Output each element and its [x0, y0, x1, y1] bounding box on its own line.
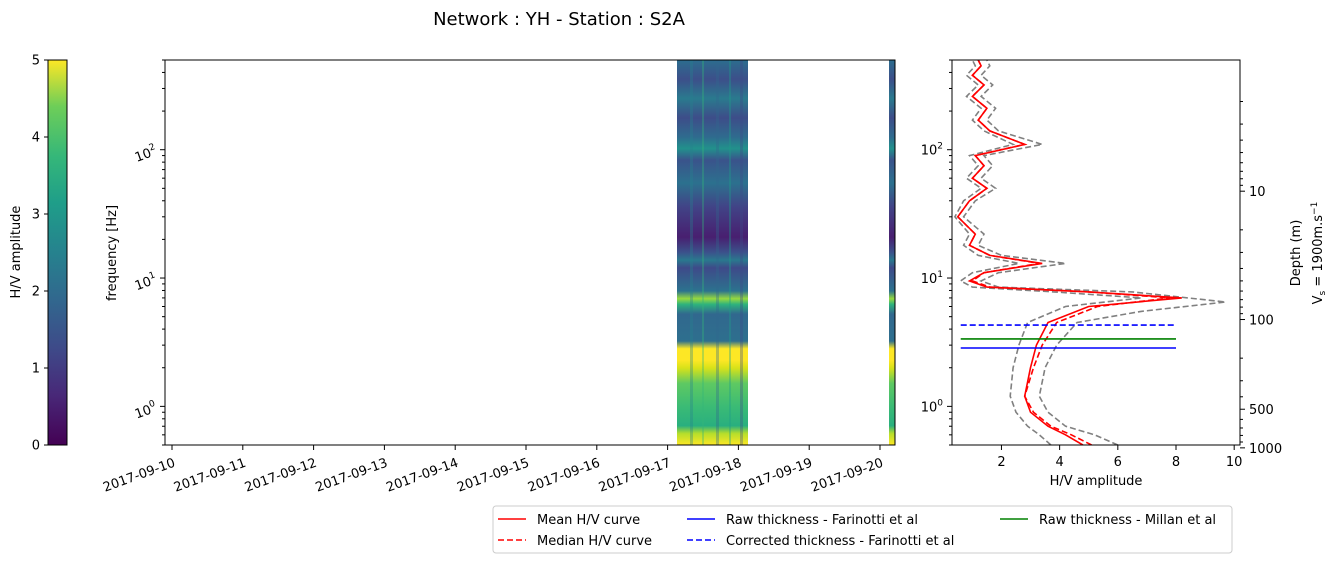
- spectrogram-y-ticks: 100 101 102: [132, 59, 165, 446]
- legend-label: Raw thickness - Farinotti et al: [726, 513, 918, 528]
- legend-label: Mean H/V curve: [537, 513, 640, 528]
- hv-panel: 2 4 6 8 10 100 101 102 10 100 500 1000 H/V amplit…: [921, 59, 1328, 489]
- x-tick-label: 2017-09-18: [668, 456, 744, 496]
- colorbar-tick-label: 2: [32, 285, 40, 300]
- x-tick-label: 2017-09-11: [172, 456, 248, 496]
- depth-tick-label: 100: [1249, 314, 1274, 329]
- hv-x-tick-label: 6: [1114, 455, 1122, 470]
- x-tick-label: 2017-09-12: [243, 456, 319, 496]
- x-tick-label: 2017-09-17: [597, 456, 673, 496]
- colorbar-tick-label: 5: [32, 54, 40, 69]
- hv-x-tick-label: 10: [1226, 455, 1243, 470]
- hv-lines: [953, 60, 1226, 445]
- hv-x-tick-label: 2: [997, 455, 1005, 470]
- spectrogram-panel: 100 101 102 2017-09-102017-09-112017-09-12…: [101, 59, 896, 496]
- y-tick-label: 102: [132, 142, 159, 166]
- x-tick-label: 2017-09-14: [384, 456, 460, 496]
- mean-hv-curve: [956, 60, 1182, 445]
- lower-bound-curve: [953, 60, 1142, 445]
- y-tick-label: 100: [921, 398, 944, 415]
- y-tick-label: 101: [132, 271, 159, 295]
- legend-label: Median H/V curve: [537, 534, 652, 549]
- colorbar: 0 1 2 3 4 5 H/V amplitude: [9, 54, 68, 454]
- spectrogram-x-ticks: 2017-09-102017-09-112017-09-122017-09-13…: [101, 445, 885, 496]
- data-block-2017-09-17: [677, 60, 748, 445]
- hv-depth-ticks: 10 100 500 1000: [1240, 100, 1282, 457]
- x-tick-label: 2017-09-15: [455, 456, 531, 496]
- hv-x-tick-label: 4: [1055, 455, 1063, 470]
- x-tick-label: 2017-09-20: [809, 456, 885, 496]
- legend-label: Raw thickness - Millan et al: [1039, 513, 1216, 528]
- x-tick-label: 2017-09-13: [314, 456, 390, 496]
- colorbar-tick-label: 0: [32, 439, 40, 454]
- figure-title: Network : YH - Station : S2A: [433, 9, 686, 30]
- legend-label: Corrected thickness - Farinotti et al: [726, 534, 954, 549]
- velocity-label: Vs = 1900m.s−1: [1310, 202, 1328, 305]
- hv-y-ticks: 100 101 102: [921, 59, 952, 446]
- legend: Mean H/V curve Median H/V curve Raw thickn…: [492, 505, 1233, 554]
- colorbar-label: H/V amplitude: [9, 206, 24, 299]
- legend-items: Mean H/V curve Median H/V curve Raw thickn…: [498, 513, 1216, 549]
- y-tick-label: 100: [132, 399, 159, 423]
- spectrogram-background: [165, 60, 895, 445]
- depth-label: Depth (m): [1289, 220, 1304, 287]
- spectrogram-frame: [164, 59, 896, 446]
- colorbar-tick-label: 4: [32, 131, 40, 146]
- y-tick-label: 101: [921, 270, 943, 287]
- colorbar-ticks: 0 1 2 3 4 5: [32, 54, 48, 454]
- data-block-texture: [690, 60, 743, 445]
- hv-xlabel: H/V amplitude: [1050, 474, 1143, 489]
- hv-background: [952, 60, 1240, 445]
- x-tick-label: 2017-09-16: [526, 456, 602, 496]
- hv-x-ticks: 2 4 6 8 10: [997, 445, 1242, 470]
- spectrogram-ylabel: frequency [Hz]: [105, 205, 120, 301]
- hv-x-tick-label: 8: [1172, 455, 1180, 470]
- legend-box: [492, 505, 1233, 554]
- colorbar-tick-label: 1: [32, 362, 40, 377]
- depth-tick-label: 500: [1249, 403, 1274, 418]
- data-block-2017-09-20: [889, 60, 895, 445]
- depth-tick-label: 1000: [1249, 442, 1282, 457]
- y-tick-label: 102: [921, 142, 943, 159]
- x-tick-label: 2017-09-10: [101, 456, 177, 496]
- colorbar-tick-label: 3: [32, 208, 40, 223]
- x-tick-label: 2017-09-19: [738, 456, 814, 496]
- colorbar-gradient: [47, 59, 68, 446]
- depth-tick-label: 10: [1249, 185, 1266, 200]
